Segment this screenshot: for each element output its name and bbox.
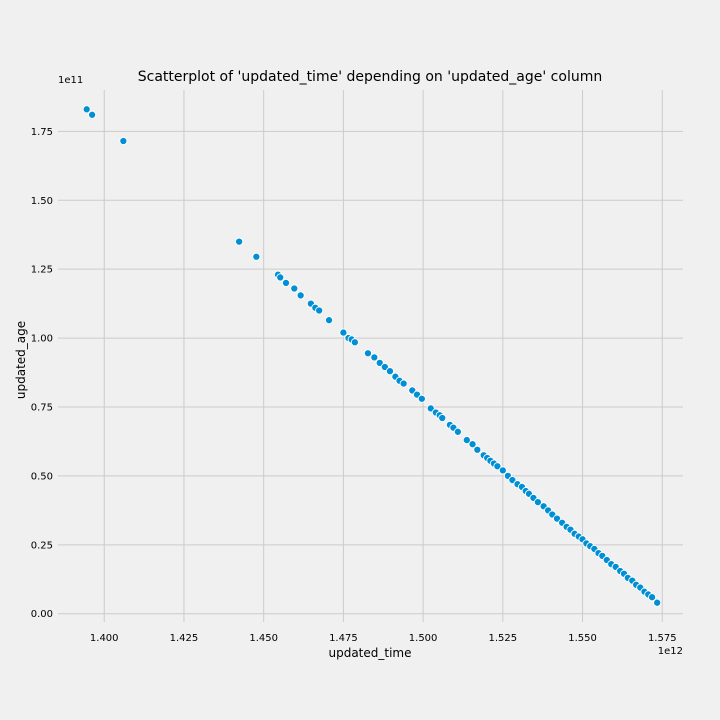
y-tick-label: 0.75 (31, 402, 53, 413)
data-point (417, 394, 426, 403)
data-point (339, 328, 348, 337)
x-tick-label: 1.500 (409, 633, 438, 644)
data-point (119, 136, 128, 146)
x-tick-label: 1.425 (170, 633, 199, 644)
x-tick-label: 1.450 (249, 633, 278, 644)
x-tick-label: 1.525 (489, 633, 518, 644)
x-tick-label: 1.575 (648, 633, 677, 644)
y-tick-label: 0.25 (31, 540, 53, 551)
data-point (473, 445, 482, 454)
y-tick-label: 1.75 (31, 127, 53, 138)
data-point (290, 284, 299, 293)
data-point (468, 440, 477, 449)
data-point (363, 349, 372, 358)
y-axis-label: updated_age (14, 321, 28, 399)
x-tick-labels: 1.400 1.425 1.450 1.475 1.500 1.525 1.550 1.575 (90, 633, 677, 644)
data-point (88, 110, 97, 119)
x-tick-label: 1.475 (329, 633, 358, 644)
grid-lines (58, 90, 683, 622)
y-tick-labels: 0.00 0.25 0.50 0.75 1.00 1.25 1.50 1.75 (31, 127, 53, 620)
y-tick-label: 1.00 (31, 334, 53, 345)
y-tick-label: 0.50 (31, 471, 53, 482)
data-point (281, 278, 291, 288)
data-point (653, 598, 662, 607)
data-point (533, 498, 542, 507)
data-point (350, 338, 359, 347)
y-tick-label: 1.25 (31, 265, 53, 276)
data-point (296, 291, 305, 300)
data-point (453, 427, 462, 436)
x-tick-label: 1.550 (568, 633, 597, 644)
y-tick-label: 0.00 (31, 609, 53, 620)
data-points (82, 105, 662, 607)
data-point (498, 466, 507, 475)
data-point (370, 353, 379, 362)
data-point (235, 237, 244, 246)
data-point (462, 436, 471, 445)
chart-title: Scatterplot of 'updated_time' depending … (138, 69, 602, 85)
y-tick-label: 1.50 (31, 196, 53, 207)
data-point (315, 306, 324, 315)
data-point (385, 367, 395, 376)
data-point (648, 593, 657, 602)
data-point (252, 252, 261, 261)
data-point (399, 379, 408, 388)
data-point (276, 273, 285, 282)
x-tick-label: 1.400 (90, 633, 119, 644)
y-offset-label: 1e11 (58, 75, 83, 86)
data-point (324, 316, 334, 325)
x-offset-label: 1e12 (658, 646, 683, 657)
data-point (493, 462, 502, 471)
data-point (82, 105, 91, 114)
data-point (438, 413, 447, 423)
x-axis-label: updated_time (328, 646, 411, 660)
